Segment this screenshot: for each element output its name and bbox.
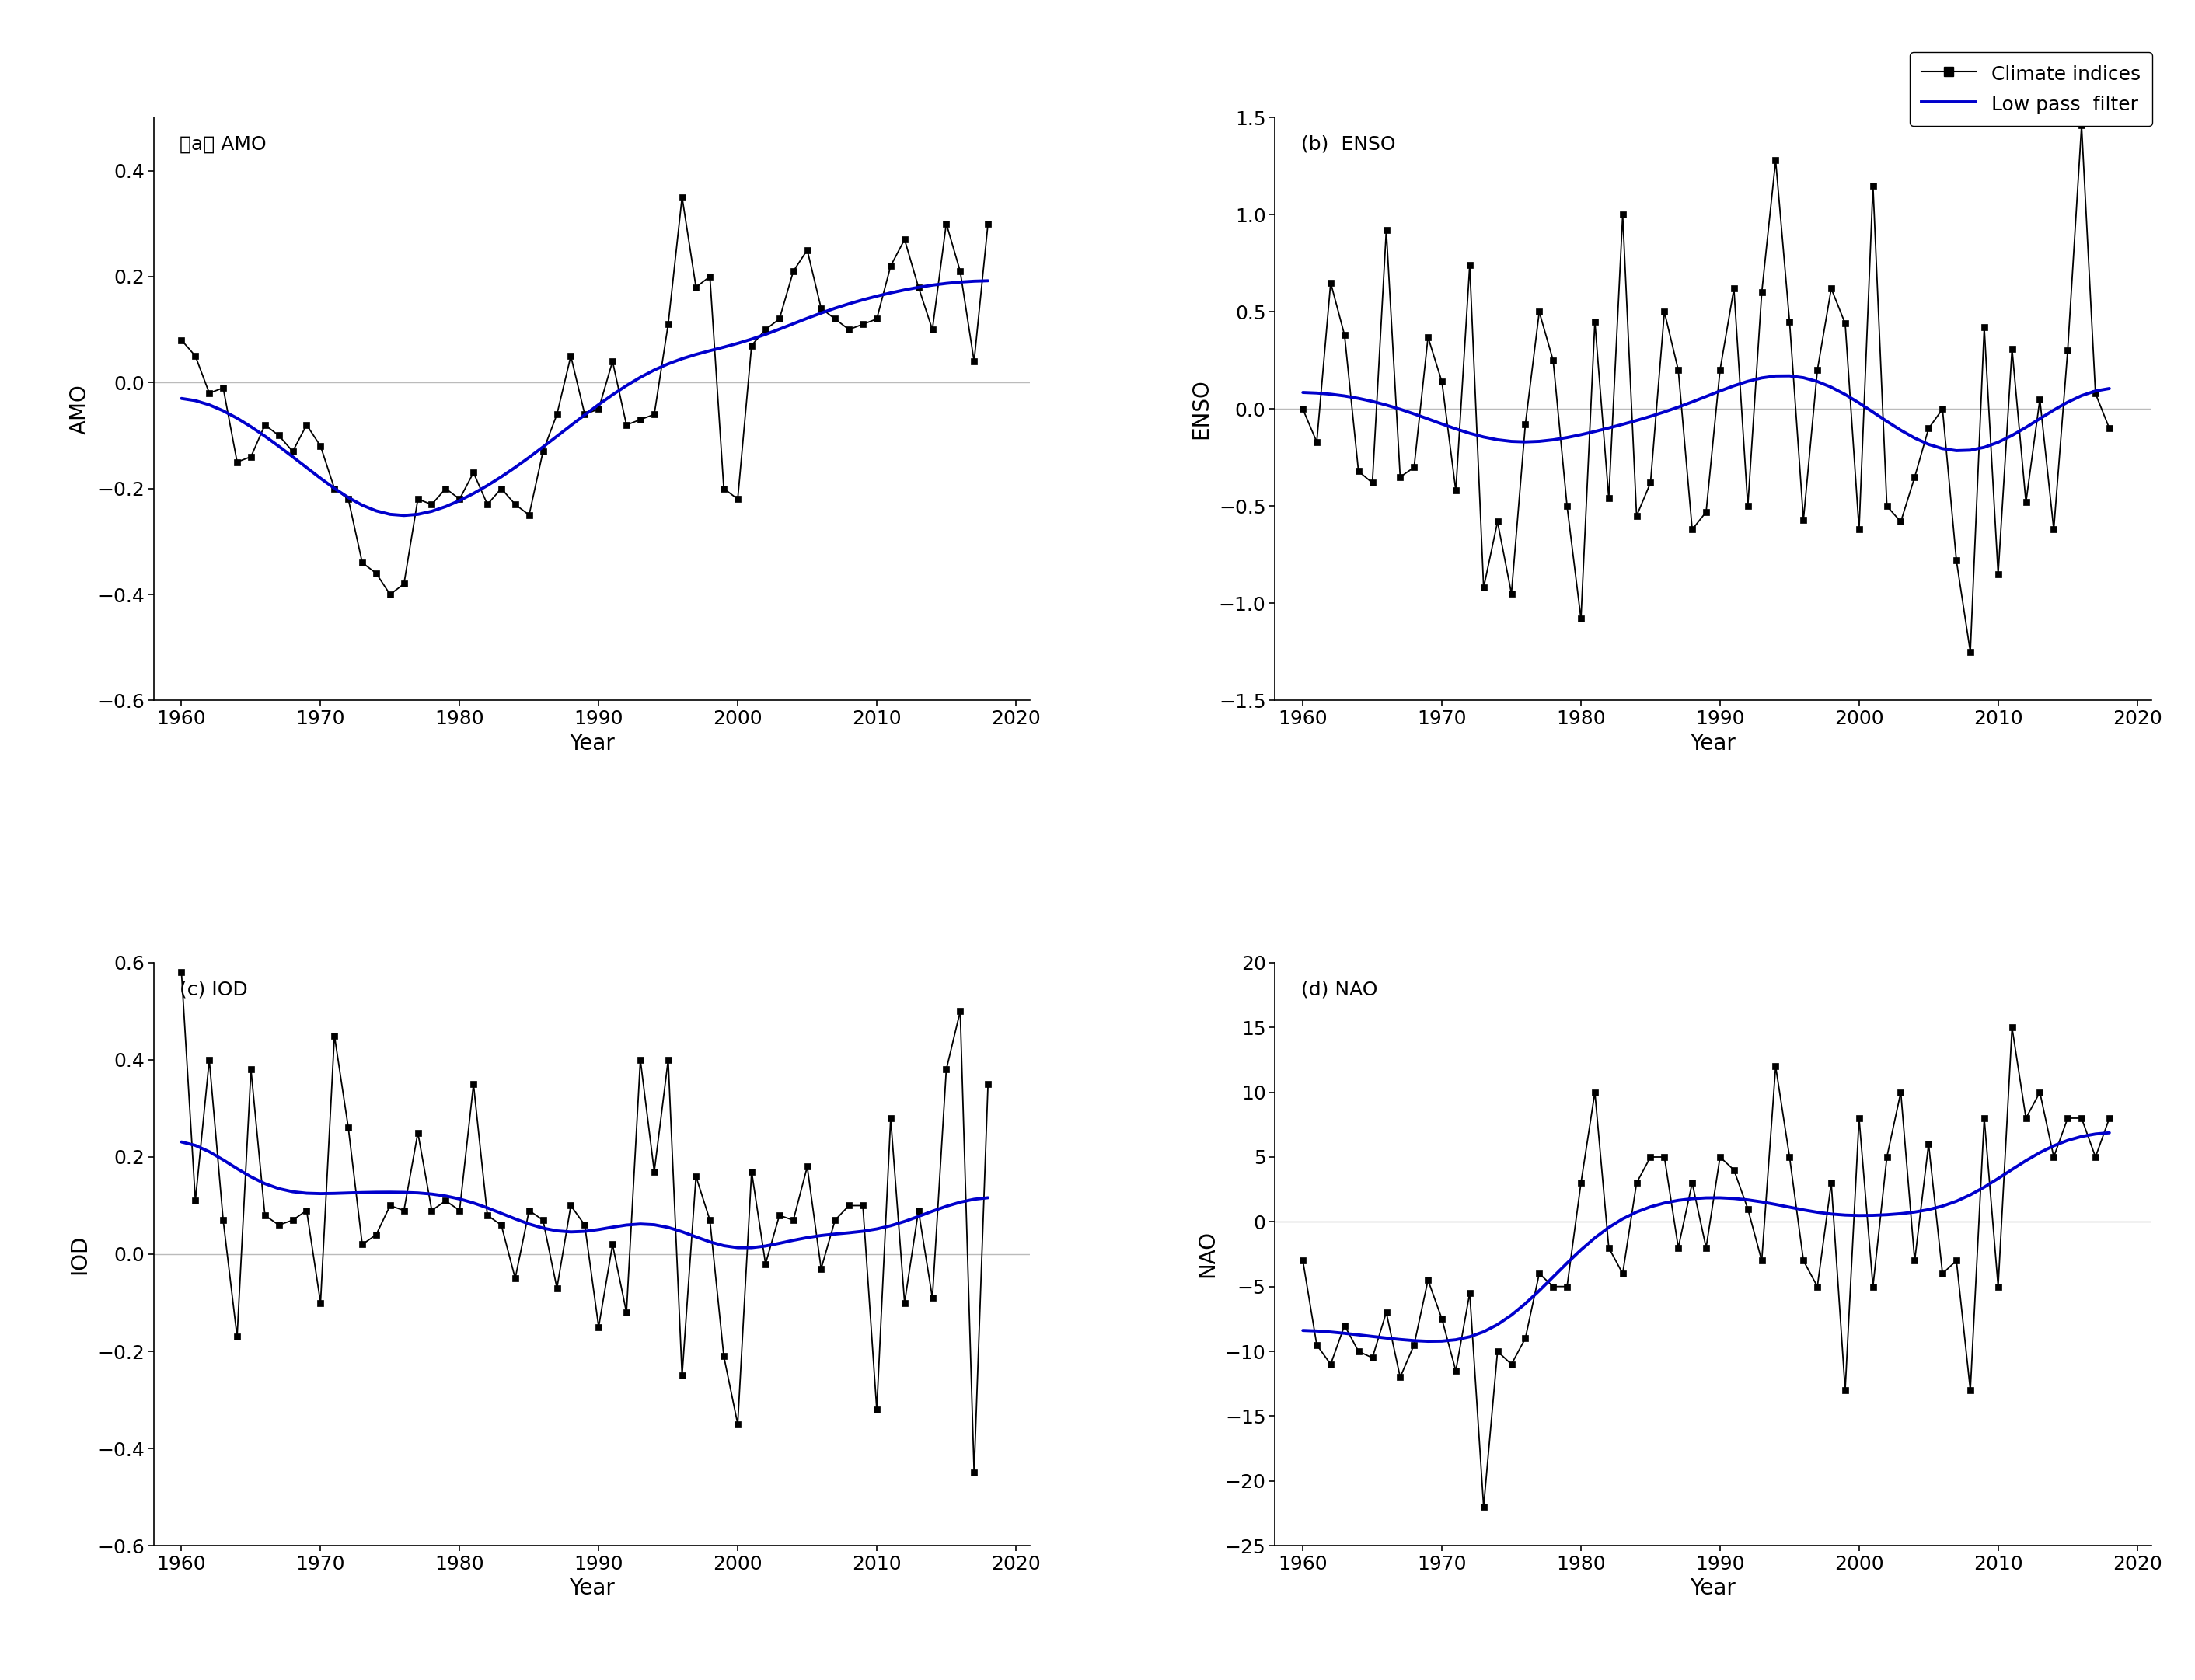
X-axis label: Year: Year [569,1578,615,1599]
X-axis label: Year: Year [569,732,615,754]
Y-axis label: AMO: AMO [68,383,90,433]
Text: (d) NAO: (d) NAO [1302,979,1378,1000]
X-axis label: Year: Year [1690,1578,1736,1599]
Text: (b)  ENSO: (b) ENSO [1302,134,1396,155]
Text: （a） AMO: （a） AMO [180,134,268,155]
Text: (c) IOD: (c) IOD [180,979,248,1000]
Legend: Climate indices, Low pass  filter: Climate indices, Low pass filter [1910,52,2153,126]
Y-axis label: ENSO: ENSO [1190,378,1212,438]
Y-axis label: IOD: IOD [68,1235,90,1273]
X-axis label: Year: Year [1690,732,1736,754]
Y-axis label: NAO: NAO [1196,1230,1218,1278]
